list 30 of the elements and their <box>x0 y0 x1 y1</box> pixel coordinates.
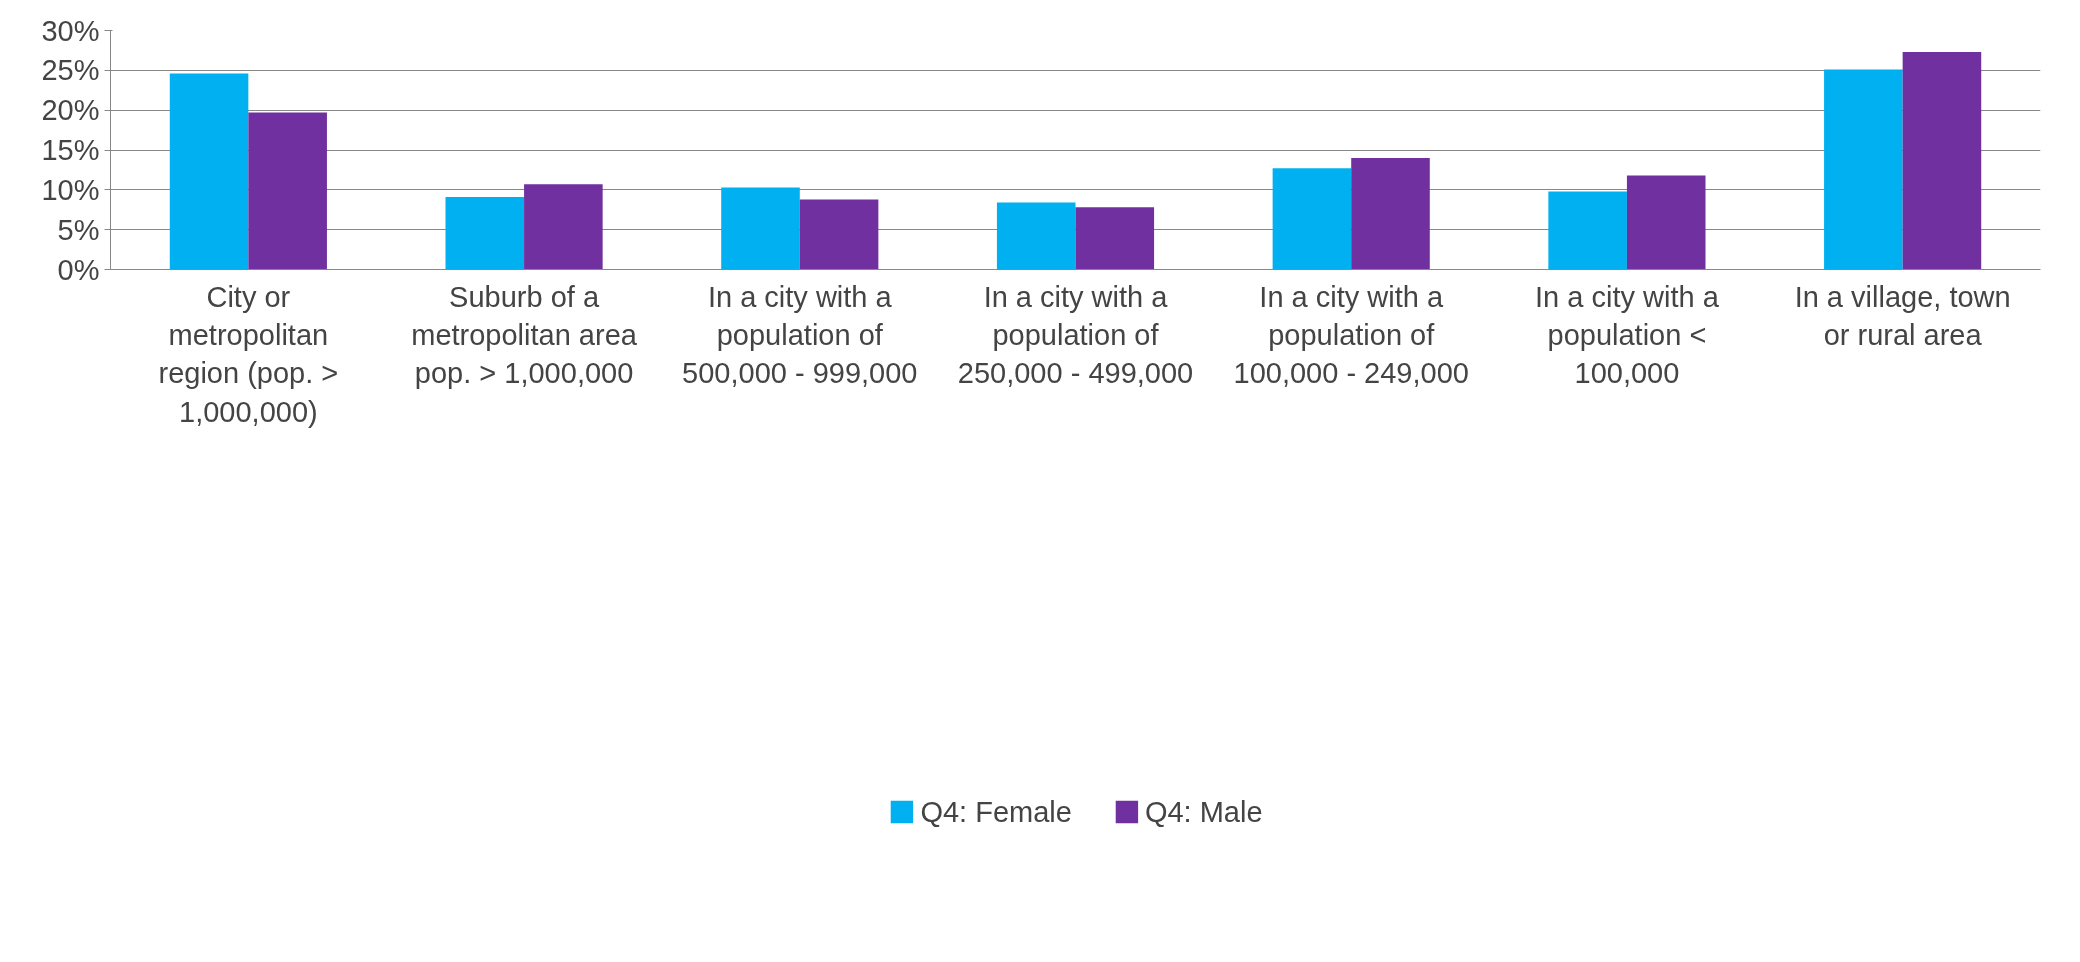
y-tick-label: 0% <box>57 253 100 286</box>
y-tick-label: 30% <box>41 14 100 47</box>
y-tick-label: 15% <box>41 134 100 166</box>
bar <box>1272 168 1352 270</box>
bar <box>169 73 249 270</box>
x-tick-label: City or metropolitan region (pop. > 1,000,000) <box>158 280 339 428</box>
bar <box>1351 157 1430 270</box>
y-tick-label: 25% <box>41 54 100 87</box>
y-tick-label: 5% <box>57 213 100 246</box>
bar <box>1075 207 1155 270</box>
bar <box>1824 69 1903 270</box>
bar <box>1902 52 1982 270</box>
bar <box>524 184 603 270</box>
bar <box>445 197 525 270</box>
x-tick-label: Suburb of a metropolitan area pop. > 1,000,000 <box>411 280 638 390</box>
bar <box>721 187 800 270</box>
bar <box>996 202 1076 270</box>
bar <box>1548 191 1627 270</box>
bar <box>799 199 879 270</box>
x-tick-label: In a city with a population < 100,000 <box>1535 280 1720 390</box>
legend-label: Q4: Male <box>1144 795 1263 829</box>
bar <box>248 112 327 270</box>
x-tick-label: In a village, town or rural area <box>1794 280 2011 351</box>
x-tick-label: In a city with a population of 500,000 - 999,000 <box>682 280 918 390</box>
x-tick-label: In a city with a population of 100,000 - 249,000 <box>1233 280 1469 390</box>
y-tick-label: 10% <box>41 173 100 206</box>
legend-label: Q4: Female <box>920 795 1072 829</box>
bar <box>1626 175 1706 270</box>
y-tick-label: 20% <box>41 94 100 127</box>
x-tick-label: In a city with a population of 250,000 - 499,000 <box>957 280 1194 390</box>
